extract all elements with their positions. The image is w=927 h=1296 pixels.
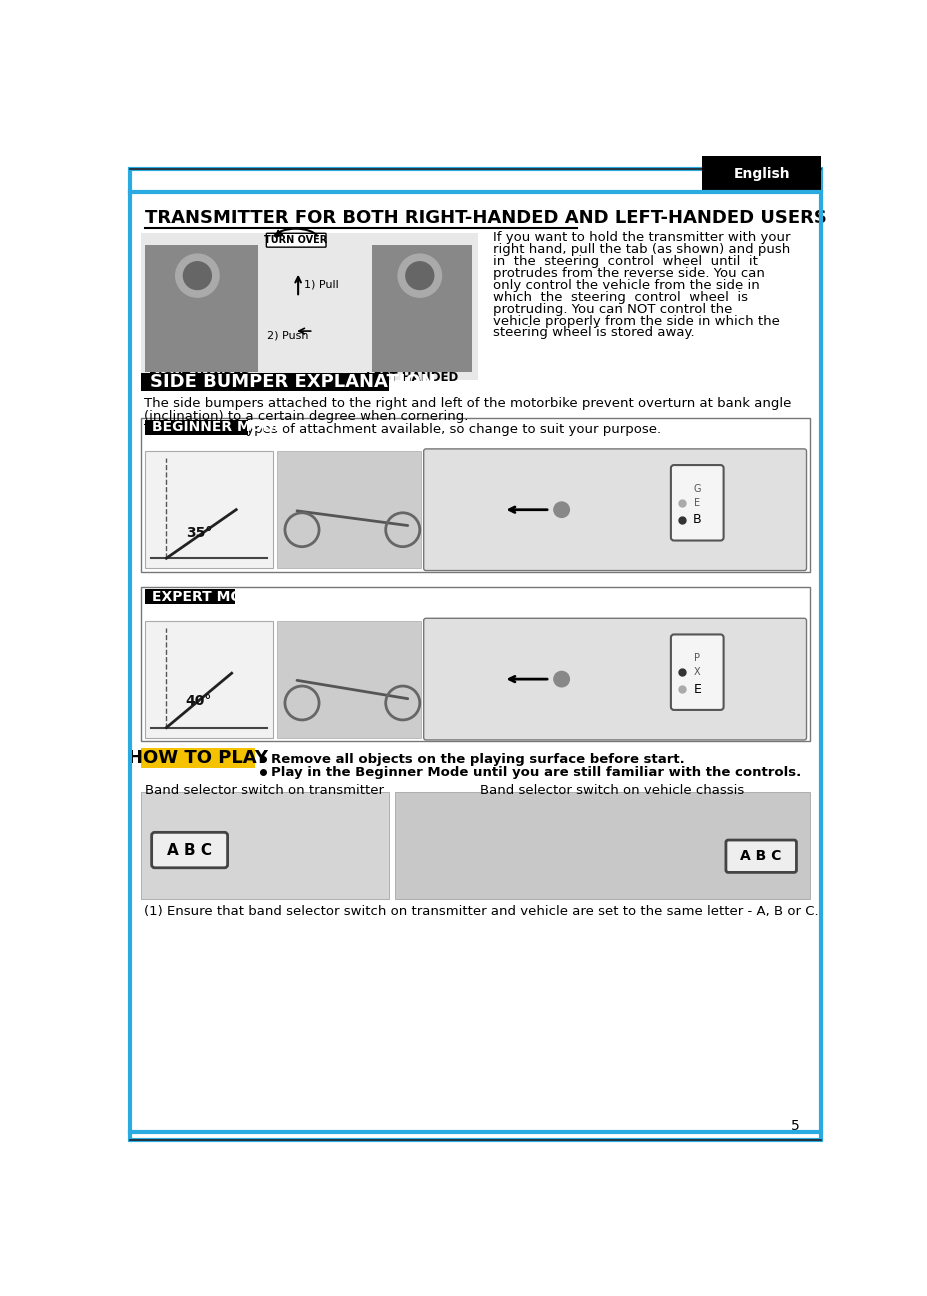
- FancyBboxPatch shape: [725, 840, 795, 872]
- FancyBboxPatch shape: [141, 792, 388, 899]
- Text: LEFT HANDED: LEFT HANDED: [365, 371, 458, 384]
- Text: HOW TO PLAY: HOW TO PLAY: [128, 749, 268, 767]
- FancyBboxPatch shape: [141, 419, 809, 572]
- Text: E: E: [693, 498, 700, 508]
- Text: Band selector switch on transmitter: Band selector switch on transmitter: [146, 784, 384, 797]
- Text: There are two types of attachment available, so change to suit your purpose.: There are two types of attachment availa…: [144, 424, 660, 437]
- FancyBboxPatch shape: [151, 832, 227, 868]
- Circle shape: [175, 254, 219, 297]
- FancyBboxPatch shape: [146, 245, 258, 372]
- FancyBboxPatch shape: [372, 245, 472, 372]
- Text: X: X: [693, 667, 700, 678]
- Text: 1) Pull: 1) Pull: [304, 280, 338, 290]
- FancyBboxPatch shape: [146, 420, 248, 435]
- Text: protruding. You can NOT control the: protruding. You can NOT control the: [493, 302, 732, 316]
- Text: in  the  steering  control  wheel  until  it: in the steering control wheel until it: [493, 255, 757, 268]
- Text: RIGHT HANDED: RIGHT HANDED: [148, 371, 250, 384]
- FancyArrowPatch shape: [297, 511, 407, 525]
- Text: 35°: 35°: [185, 526, 212, 539]
- Text: 40°: 40°: [185, 693, 212, 708]
- FancyBboxPatch shape: [141, 748, 255, 769]
- FancyBboxPatch shape: [670, 465, 723, 540]
- Text: 2) Push: 2) Push: [267, 330, 309, 341]
- Text: If you want to hold the transmitter with your: If you want to hold the transmitter with…: [493, 231, 790, 244]
- FancyBboxPatch shape: [141, 587, 809, 741]
- Text: 5: 5: [790, 1118, 798, 1133]
- Text: TURN OVER: TURN OVER: [264, 235, 327, 245]
- Text: right hand, pull the tab (as shown) and push: right hand, pull the tab (as shown) and …: [493, 242, 790, 255]
- Text: Play in the Beginner Mode until you are still familiar with the controls.: Play in the Beginner Mode until you are …: [271, 766, 800, 779]
- Text: Remove all objects on the playing surface before start.: Remove all objects on the playing surfac…: [271, 753, 684, 766]
- FancyBboxPatch shape: [277, 621, 420, 737]
- Text: (1) Ensure that band selector switch on transmitter and vehicle are set to the s: (1) Ensure that band selector switch on …: [144, 906, 818, 919]
- Text: protrudes from the reverse side. You can: protrudes from the reverse side. You can: [493, 267, 765, 280]
- Text: (inclination) to a certain degree when cornering.: (inclination) to a certain degree when c…: [144, 411, 468, 424]
- FancyBboxPatch shape: [141, 233, 477, 380]
- FancyArrowPatch shape: [297, 680, 407, 699]
- Text: G: G: [692, 483, 700, 494]
- Text: B: B: [692, 513, 701, 526]
- FancyBboxPatch shape: [395, 792, 808, 899]
- Circle shape: [553, 671, 569, 687]
- FancyBboxPatch shape: [277, 451, 420, 568]
- FancyBboxPatch shape: [424, 448, 806, 570]
- FancyBboxPatch shape: [424, 618, 806, 740]
- FancyBboxPatch shape: [146, 588, 235, 604]
- Circle shape: [405, 262, 433, 289]
- Text: E: E: [692, 683, 701, 696]
- Text: English: English: [732, 167, 789, 181]
- Text: steering wheel is stored away.: steering wheel is stored away.: [493, 327, 694, 340]
- Text: vehicle properly from the side in which the: vehicle properly from the side in which …: [493, 315, 780, 328]
- Text: A B C: A B C: [167, 842, 212, 858]
- FancyBboxPatch shape: [141, 373, 388, 391]
- FancyBboxPatch shape: [146, 621, 273, 737]
- FancyBboxPatch shape: [670, 635, 723, 710]
- Text: SIDE BUMPER EXPLANATION: SIDE BUMPER EXPLANATION: [150, 373, 436, 391]
- Text: EXPERT MODE: EXPERT MODE: [151, 590, 262, 604]
- Text: The side bumpers attached to the right and left of the motorbike prevent overtur: The side bumpers attached to the right a…: [144, 398, 791, 411]
- Text: Band selector switch on vehicle chassis: Band selector switch on vehicle chassis: [480, 784, 743, 797]
- Text: BEGINNER MODE: BEGINNER MODE: [151, 420, 283, 434]
- Circle shape: [398, 254, 441, 297]
- Text: A B C: A B C: [740, 849, 781, 863]
- Text: which  the  steering  control  wheel  is: which the steering control wheel is: [493, 290, 747, 303]
- FancyBboxPatch shape: [266, 233, 325, 248]
- Circle shape: [184, 262, 211, 289]
- FancyBboxPatch shape: [146, 451, 273, 568]
- FancyBboxPatch shape: [701, 156, 820, 193]
- Text: only control the vehicle from the side in: only control the vehicle from the side i…: [493, 279, 759, 292]
- Circle shape: [553, 502, 569, 517]
- Text: TRANSMITTER FOR BOTH RIGHT-HANDED AND LEFT-HANDED USERS: TRANSMITTER FOR BOTH RIGHT-HANDED AND LE…: [146, 209, 827, 227]
- Text: P: P: [693, 653, 700, 664]
